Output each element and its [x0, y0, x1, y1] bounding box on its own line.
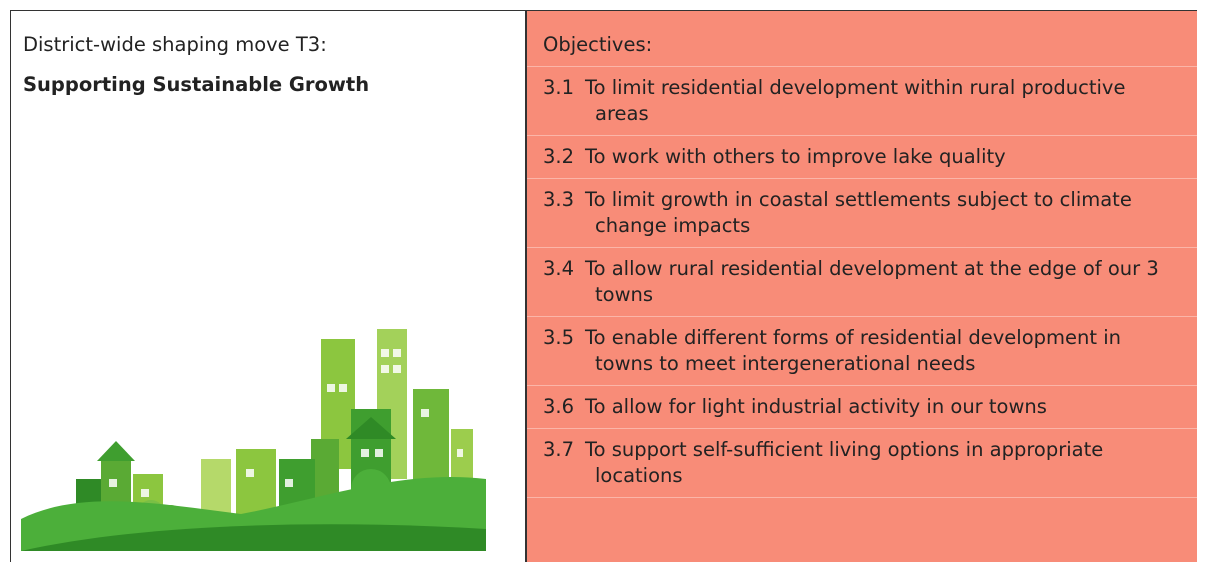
objective-text: To limit residential development within … [585, 75, 1165, 127]
move-title: Supporting Sustainable Growth [23, 73, 369, 96]
objective-text: To enable different forms of residential… [585, 325, 1165, 377]
city-illustration [21, 329, 486, 551]
shaping-move-table: District-wide shaping move T3: Supportin… [10, 10, 1197, 562]
objective-number: 3.3 [543, 187, 585, 239]
page: District-wide shaping move T3: Supportin… [0, 0, 1208, 561]
objective-number: 3.7 [543, 437, 585, 489]
objectives-heading: Objectives: [527, 11, 1197, 67]
objective-number: 3.5 [543, 325, 585, 377]
objective-number: 3.2 [543, 144, 585, 170]
objective-text: To allow rural residential development a… [585, 256, 1165, 308]
objective-text: To support self-sufficient living option… [585, 437, 1165, 489]
objective-text: To allow for light industrial activity i… [585, 394, 1165, 420]
objective-number: 3.4 [543, 256, 585, 308]
objective-number: 3.6 [543, 394, 585, 420]
move-label: District-wide shaping move T3: [23, 33, 327, 56]
objective-number: 3.1 [543, 75, 585, 127]
objective-text: To limit growth in coastal settlements s… [585, 187, 1165, 239]
left-cell: District-wide shaping move T3: Supportin… [11, 11, 527, 562]
objective-text: To work with others to improve lake qual… [585, 144, 1165, 170]
